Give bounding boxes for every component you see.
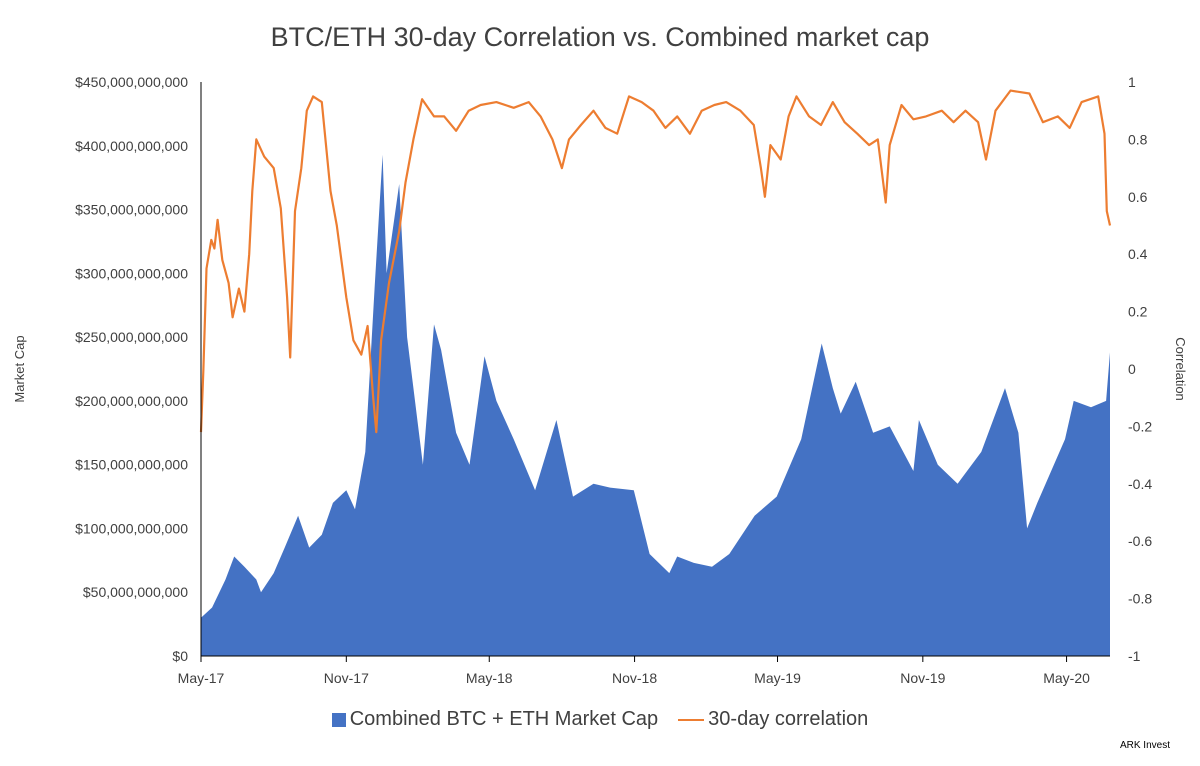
legend-swatch-market-cap xyxy=(331,712,346,727)
series-layer xyxy=(199,89,1112,656)
left-tick-label: $200,000,000,000 xyxy=(75,393,188,409)
left-tick-label: $250,000,000,000 xyxy=(75,329,188,345)
x-tick-label: May-18 xyxy=(466,670,513,686)
x-tick-label: May-19 xyxy=(754,670,801,686)
x-tick-label: Nov-18 xyxy=(612,670,657,686)
right-tick-label: -0.4 xyxy=(1128,476,1152,492)
left-tick-label: $50,000,000,000 xyxy=(83,584,188,600)
series-line-correlation xyxy=(199,89,1112,434)
right-tick-label: -0.2 xyxy=(1128,418,1152,434)
x-axis-ticks: May-17 Nov-17 May-18 Nov-18 May-19 Nov-19 May-… xyxy=(178,656,1090,686)
right-axis-ticks: -1 -0.8 -0.6 -0.4 -0.2 0 0.2 0.4 0.6 0.8 1 xyxy=(1128,74,1152,664)
right-tick-label: 0.2 xyxy=(1128,304,1148,320)
x-tick-label: Nov-19 xyxy=(900,670,945,686)
legend-label-correlation: 30-day correlation xyxy=(708,708,869,730)
x-tick-label: Nov-17 xyxy=(324,670,369,686)
legend-item-market-cap: Combined BTC + ETH Market Cap xyxy=(331,708,659,731)
left-tick-label: $350,000,000,000 xyxy=(75,202,188,218)
left-tick-label: $0 xyxy=(172,648,188,664)
right-tick-label: -0.8 xyxy=(1128,591,1152,607)
left-tick-label: $400,000,000,000 xyxy=(75,138,188,154)
legend-label-market-cap: Combined BTC + ETH Market Cap xyxy=(349,708,659,730)
right-tick-label: -0.6 xyxy=(1128,533,1152,549)
right-tick-label: 0 xyxy=(1128,361,1136,377)
left-tick-label: $100,000,000,000 xyxy=(75,520,188,536)
left-tick-label: $150,000,000,000 xyxy=(75,457,188,473)
left-axis-title: Market Cap xyxy=(12,335,27,402)
right-tick-label: -1 xyxy=(1128,648,1141,664)
source-credit: ARK Invest xyxy=(1119,740,1170,751)
left-tick-label: $300,000,000,000 xyxy=(75,265,188,281)
right-tick-label: 0.4 xyxy=(1128,246,1148,262)
chart-legend: Combined BTC + ETH Market Cap 30-day cor… xyxy=(0,708,1200,731)
right-axis-title: Correlation xyxy=(1173,337,1188,401)
left-axis-ticks: $0 $50,000,000,000 $100,000,000,000 $150,00… xyxy=(75,74,188,664)
right-tick-label: 0.8 xyxy=(1128,131,1148,147)
legend-item-correlation: 30-day correlation xyxy=(678,708,868,731)
series-area-market-cap xyxy=(201,154,1110,656)
right-tick-label: 0.6 xyxy=(1128,189,1148,205)
legend-swatch-correlation xyxy=(678,718,705,721)
right-tick-label: 1 xyxy=(1128,74,1136,90)
chart-title: BTC/ETH 30-day Correlation vs. Combined … xyxy=(270,22,930,52)
x-tick-label: May-17 xyxy=(178,670,225,686)
x-tick-label: May-20 xyxy=(1043,670,1090,686)
left-tick-label: $450,000,000,000 xyxy=(75,74,188,90)
